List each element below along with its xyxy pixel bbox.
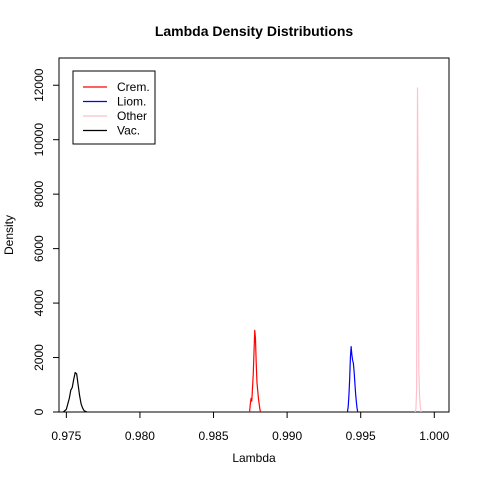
- series-line-crem: [248, 329, 262, 413]
- y-tick-label: 4000: [32, 289, 46, 316]
- y-tick-label: 6000: [32, 235, 46, 262]
- x-tick-label: 0.995: [346, 429, 376, 443]
- legend-label: Other: [117, 109, 147, 123]
- y-axis: 0 2000 4000 6000 8000 10000 12000: [32, 68, 59, 415]
- x-tick-label: 0.975: [51, 429, 81, 443]
- y-axis-label: Density: [2, 215, 16, 255]
- legend-label: Crem.: [117, 80, 150, 94]
- x-tick-label: 0.985: [199, 429, 229, 443]
- y-tick-label: 0: [32, 408, 46, 415]
- x-axis: 0.975 0.980 0.985 0.990 0.995 1.000: [51, 412, 450, 443]
- series-line-vac: [63, 371, 88, 413]
- series-layer: [63, 87, 422, 413]
- x-axis-label: Lambda: [232, 451, 276, 465]
- y-tick-label: 2000: [32, 344, 46, 371]
- series-line-other: [414, 87, 422, 413]
- series-line-liom: [346, 346, 359, 413]
- legend-box: [72, 70, 156, 145]
- x-tick-label: 1.000: [419, 429, 449, 443]
- y-tick-label: 12000: [32, 68, 46, 102]
- plot-frame: [58, 57, 450, 413]
- legend-label: Liom.: [117, 95, 146, 109]
- y-tick-label: 10000: [32, 123, 46, 157]
- y-tick-label: 8000: [32, 180, 46, 207]
- legend-label: Vac.: [117, 124, 140, 138]
- chart-title: Lambda Density Distributions: [155, 23, 354, 39]
- x-tick-label: 0.990: [272, 429, 302, 443]
- x-tick-label: 0.980: [125, 429, 155, 443]
